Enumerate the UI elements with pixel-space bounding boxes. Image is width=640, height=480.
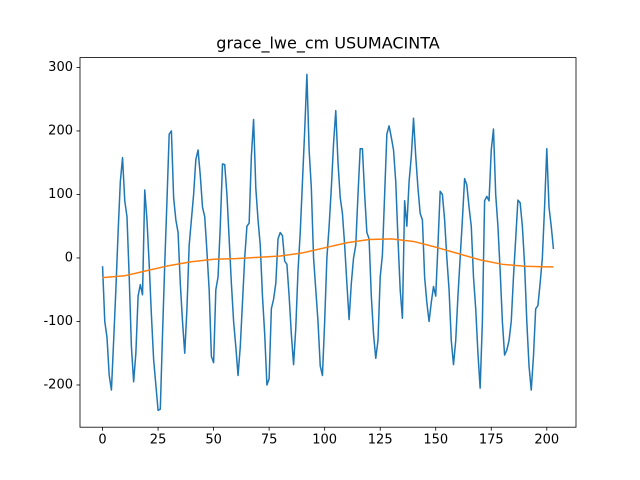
plot-frame (79, 57, 577, 428)
y-tick-label: 200 (48, 123, 73, 138)
y-tick-label: 100 (48, 187, 73, 202)
x-tick-label: 75 (261, 433, 278, 448)
x-tick-label: 50 (205, 433, 222, 448)
x-tick-label: 100 (312, 433, 337, 448)
x-tick-label: 150 (423, 433, 448, 448)
x-tick-label: 200 (534, 433, 559, 448)
data-line (102, 238, 554, 279)
x-tick-label: 0 (98, 433, 106, 448)
y-tick-label: -100 (43, 314, 73, 329)
y-tick-label: 300 (48, 60, 73, 75)
chart-title: grace_lwe_cm USUMACINTA (216, 34, 439, 54)
data-line (101, 73, 555, 412)
x-tick-label: 175 (479, 433, 504, 448)
y-tick-label: 0 (65, 250, 73, 265)
x-tick-label: 25 (150, 433, 167, 448)
x-tick-label: 125 (368, 433, 393, 448)
y-tick-label: -200 (43, 377, 73, 392)
